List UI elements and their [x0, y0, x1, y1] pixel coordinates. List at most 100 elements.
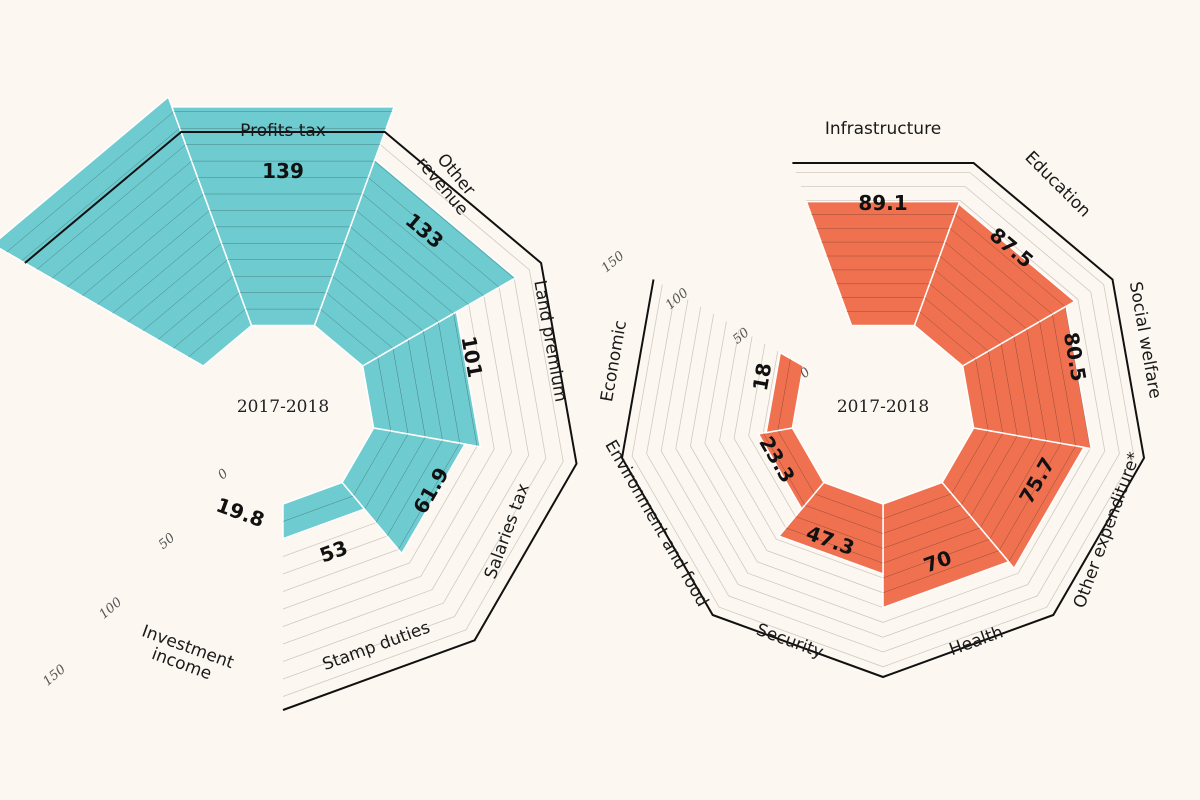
expenditure-bar-gridline — [980, 438, 1033, 528]
expenditure-bar-gridline — [1008, 445, 1076, 562]
revenue-bar-profits-tax — [0, 95, 253, 367]
expenditure-value-label-economic: 18 — [748, 361, 776, 393]
expenditure-bar-education — [913, 202, 1077, 367]
expenditure-bar-gridline — [777, 430, 815, 494]
revenue-bar-gridline — [423, 330, 443, 441]
expenditure-bar-gridline — [785, 527, 884, 564]
expenditure-bar-gridline — [989, 440, 1047, 540]
expenditure-bar-gridline — [919, 311, 976, 359]
revenue-bar-gridline — [374, 160, 515, 279]
expenditure-bar-gridline — [763, 433, 805, 506]
revenue-bar-gridline — [188, 308, 246, 358]
revenue-bar-gridline — [338, 259, 424, 332]
revenue-category-label-land-premium: Land premium — [529, 279, 570, 404]
revenue-bar-gridline — [453, 313, 478, 447]
revenue-bar-gridline — [438, 322, 460, 444]
expenditure-bar-gridline — [1026, 328, 1047, 441]
revenue-category-label-salaries-tax: Salaries tax — [481, 481, 534, 582]
revenue-bar-gridline — [112, 226, 216, 314]
revenue-bar-gridline — [377, 357, 392, 432]
revenue-bar-gridline — [332, 276, 409, 340]
revenue-tick-label: 150 — [40, 662, 69, 689]
revenue-bar-gridline — [356, 210, 469, 305]
revenue-bar-gridline — [127, 243, 222, 323]
expenditure-bar-gridline — [1000, 343, 1018, 436]
expenditure-category-label-education: Education — [1021, 147, 1095, 221]
revenue-category-label-stamp-duties: Stamp duties — [320, 618, 433, 675]
expenditure-bar-social-welfare — [961, 305, 1092, 450]
expenditure-bar-gridline — [939, 255, 1027, 330]
revenue-bar-gridline — [97, 210, 210, 305]
revenue-bar-gridline — [353, 430, 391, 496]
expenditure-grid-ring — [646, 186, 1120, 653]
revenue-bar-gridline — [66, 177, 198, 288]
expenditure-bar-health — [882, 481, 1010, 609]
revenue-bar-gridline — [157, 276, 234, 340]
revenue-tick-label: 50 — [156, 531, 178, 553]
revenue-bar-investment-income — [282, 481, 366, 540]
revenue-bar-gridline — [364, 433, 409, 510]
expenditure-bar-gridline — [1039, 321, 1062, 444]
expenditure-grid-ring — [660, 200, 1106, 638]
expenditure-bar-gridline — [951, 430, 989, 494]
revenue-value-label-investment-income: 19.8 — [213, 493, 268, 532]
expenditure-tick-label: 100 — [663, 286, 692, 313]
expenditure-bar-gridline — [804, 504, 884, 534]
expenditure-bar-gridline — [795, 516, 884, 549]
expenditure-bar-gridline — [961, 433, 1003, 506]
expenditure-bar-infrastructure — [805, 200, 961, 327]
expenditure-bar-gridline — [929, 283, 1002, 344]
expenditure-value-label-infrastructure: 89.1 — [858, 191, 907, 215]
expenditure-tick-label: 50 — [730, 325, 752, 347]
expenditure-bar-gridline — [882, 504, 962, 534]
revenue-bar-gridline — [375, 437, 426, 523]
revenue-bar-gridline — [398, 443, 460, 550]
expenditure-category-label-economic: Economic — [597, 319, 631, 404]
expenditure-bar-environment-and-food — [757, 427, 825, 511]
revenue-category-label-profits-tax: Profits tax — [240, 121, 326, 141]
expenditure-category-label-infrastructure: Infrastructure — [825, 119, 941, 139]
revenue-bar-land-premium — [313, 158, 518, 367]
expenditure-bar-gridline — [1013, 336, 1033, 439]
revenue-bar-gridline — [172, 292, 240, 349]
expenditure-category-label-health: Health — [947, 622, 1006, 660]
expenditure-center-label: 2017-2018 — [837, 397, 929, 417]
revenue-tick-label: 0 — [215, 466, 231, 483]
expenditure-outer-border — [620, 162, 1146, 679]
revenue-bar-gridline — [362, 193, 485, 297]
expenditure-bar-gridline — [988, 351, 1003, 434]
revenue-bar-gridline — [282, 495, 354, 522]
revenue-bar-gridline — [350, 226, 454, 314]
expenditure-category-label-security: Security — [753, 620, 825, 663]
expenditure-category-label-other-expenditure: Other expenditure* — [1070, 450, 1145, 611]
revenue-center-label: 2017-2018 — [237, 397, 329, 417]
expenditure-radial-chart: 2017-2018 050100150InfrastructureEducati… — [597, 119, 1165, 679]
revenue-bar-gridline — [51, 160, 192, 279]
expenditure-bar-other-expenditure — [941, 427, 1086, 570]
expenditure-bar-gridline — [882, 493, 952, 519]
revenue-bar-gridline — [386, 440, 443, 537]
revenue-bar-gridline — [6, 111, 174, 253]
expenditure-bar-gridline — [882, 550, 1000, 593]
expenditure-bar-gridline — [882, 538, 990, 579]
expenditure-bar-gridline — [999, 443, 1062, 551]
revenue-outer-border — [24, 131, 578, 711]
expenditure-bar-gridline — [882, 516, 971, 549]
expenditure-bar-gridline — [814, 493, 884, 519]
expenditure-bar-gridline — [1065, 306, 1091, 449]
expenditure-bar-gridline — [954, 214, 1066, 307]
expenditure-bar-gridline — [924, 297, 989, 352]
revenue-bar-gridline — [326, 292, 394, 349]
expenditure-tick-label: 150 — [599, 249, 628, 276]
expenditure-bar-gridline — [777, 358, 791, 431]
expenditure-grid-ring — [631, 172, 1135, 668]
expenditure-bar-gridline — [944, 241, 1040, 322]
revenue-bar-gridline — [81, 193, 204, 297]
revenue-bar-stamp-duties — [341, 427, 467, 555]
revenue-bar-gridline — [368, 177, 500, 288]
expenditure-category-label-environment-and-food: Environment and food — [600, 437, 712, 611]
revenue-bar-gridline — [36, 144, 186, 270]
revenue-bar-gridline — [392, 348, 409, 435]
